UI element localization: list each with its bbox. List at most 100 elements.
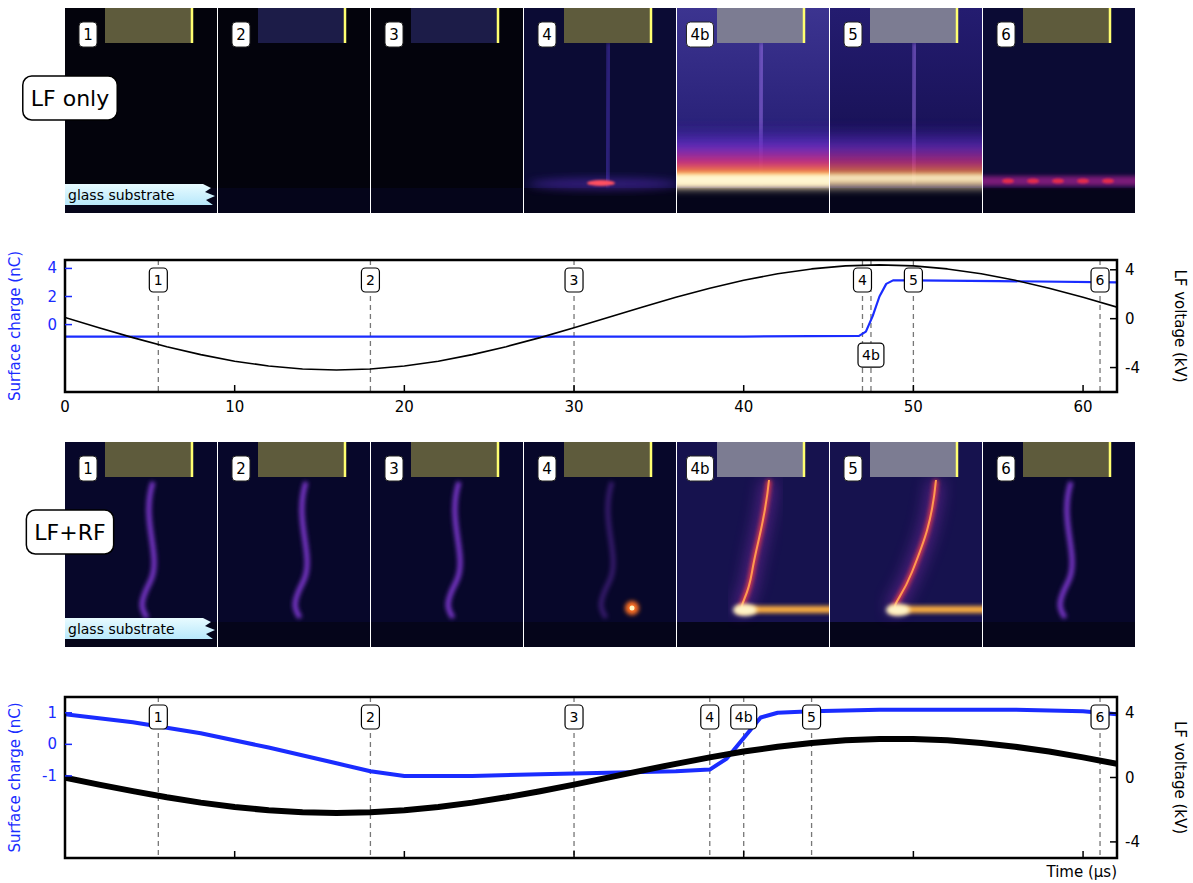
y2-tick [1110,367,1117,369]
arc-halo [742,480,769,612]
marker-label-box [858,343,884,367]
photo-frame [371,8,523,213]
electrode-edge [344,8,347,43]
text: 4 [858,272,867,288]
text: 5 [807,709,816,725]
filament [601,482,613,618]
row-label-box [23,76,117,120]
electrode-edge [191,8,194,43]
marker-label: 5 [904,268,922,292]
x-tick [573,851,575,858]
photo-frame [677,442,829,647]
text: 0 [47,316,57,334]
electrode [564,8,651,43]
text: 6 [1001,460,1011,478]
y2-tick [1110,318,1117,320]
y-tick [65,744,72,746]
arc-core [895,480,936,612]
photo-frame [677,8,829,213]
photo-frame [218,442,370,647]
marker-label: 6 [1091,705,1109,729]
glow-band [830,123,982,188]
substrate-label-bg [65,184,215,205]
text: 4 [1125,261,1135,279]
y-tick [65,268,72,270]
text: 1 [47,704,57,722]
text: 1 [154,709,163,725]
marker-label: 4b [858,343,884,367]
hot-spot [587,180,615,186]
frame-label-box [385,456,403,481]
text: 40 [734,398,753,416]
filament [142,482,154,618]
marker-label: 3 [565,705,583,729]
text: 0 [1125,310,1135,328]
electrode-edge [497,442,500,477]
frame-label: 4b [686,22,713,47]
substrate-region [218,622,370,647]
frame-label-box [79,456,97,481]
text: Time (μs) [1045,863,1117,881]
photo-background [524,442,676,647]
text: 4b [735,709,753,725]
electrode [1023,8,1110,43]
text: 4 [542,460,552,478]
photo-background [218,8,370,213]
electrode [870,8,957,43]
substrate-region [524,622,676,647]
text: 4 [705,709,714,725]
electrode-edge [1109,442,1112,477]
substrate-region [371,188,523,213]
text: 0 [60,398,70,416]
x-tick [404,385,406,392]
x-tick [234,385,236,392]
filament [448,482,460,618]
photo-frame [524,8,676,213]
photo-background [983,442,1135,647]
x-tick [743,851,745,858]
photo-frame [983,442,1135,647]
hot-spot [886,604,910,616]
text: -1 [42,767,57,785]
row-label: LF only [23,76,117,120]
plot-area [65,260,1117,392]
voltage-line [65,265,1117,370]
frame-label-box [997,22,1015,47]
text: 0 [47,735,57,753]
frame-label-box [997,456,1015,481]
marker-label-box [701,705,719,729]
substrate-label-bg [65,618,215,639]
text: 4 [1125,704,1135,722]
hot-spot [1077,179,1089,184]
text: 50 [904,398,923,416]
marker-label-box [731,705,757,729]
text: glass substrate [68,621,175,637]
y-tick [65,712,72,714]
y-tick [65,296,72,298]
marker-label-box [565,705,583,729]
substrate-region [218,188,370,213]
row-label: LF+RF [26,510,113,554]
text: 3 [389,460,399,478]
text: LF voltage (kV) [1171,269,1189,382]
marker-label-box [1091,705,1109,729]
text: 0 [1125,769,1135,787]
frame-label-box [385,22,403,47]
marker-label-box [361,705,379,729]
photo-frame [830,442,982,647]
photo-background [830,442,982,647]
marker-label: 4b [731,705,757,729]
frame-label-box [79,22,97,47]
text: 1 [83,460,93,478]
marker-label: 2 [361,705,379,729]
text: 30 [564,398,583,416]
photo-background [371,442,523,647]
frame-label-box [538,456,556,481]
substrate-region [983,188,1135,213]
photo-frame [218,8,370,213]
text: 2 [47,288,57,306]
text: Surface charge (nC) [6,251,24,401]
electrode-edge [956,8,959,43]
electrode [717,442,804,477]
text: 4 [47,259,57,277]
